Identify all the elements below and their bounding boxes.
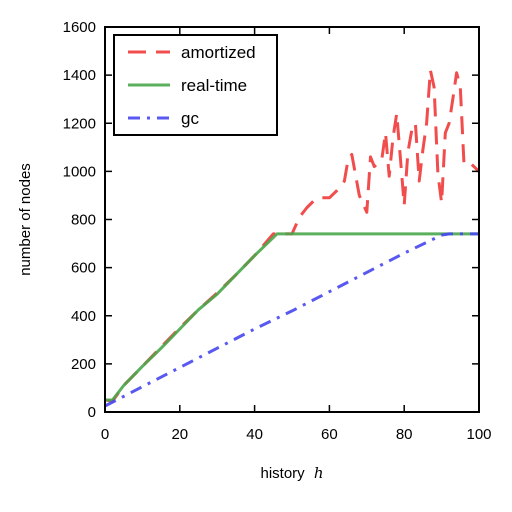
x-tick-label: 80 [396,426,413,443]
y-tick-label: 1000 [63,163,96,180]
x-tick-label: 60 [321,426,338,443]
y-tick-label: 1400 [63,67,96,84]
y-tick-label: 800 [71,212,96,229]
x-axis-label-variable: h [314,464,324,482]
y-tick-label: 1600 [63,19,96,36]
legend-label-real-time: real-time [181,76,247,95]
y-tick-label: 400 [71,308,96,325]
x-axis-label: history h [260,464,323,482]
series-layer [105,68,479,408]
y-tick-label: 200 [71,356,96,373]
y-tick-label: 600 [71,260,96,277]
x-tick-label: 20 [171,426,188,443]
x-axis-label-text: history [260,465,305,482]
legend: amortized real-time gc [113,34,278,136]
y-tick-label: 0 [88,404,96,421]
y-tick-label: 1200 [63,115,96,132]
x-tick-label: 100 [466,426,491,443]
legend-label-gc: gc [181,109,199,128]
y-axis-label: number of nodes [17,163,34,276]
series-line-amortized [105,68,479,403]
ticks-layer: 0 20 40 60 80 1000200400600800100012001400160… [63,19,492,443]
series-line-real-time [105,232,479,402]
x-tick-label: 40 [246,426,263,443]
x-tick-label: 0 [101,426,109,443]
series-line-gc [105,232,479,408]
legend-label-amortized: amortized [181,43,256,62]
